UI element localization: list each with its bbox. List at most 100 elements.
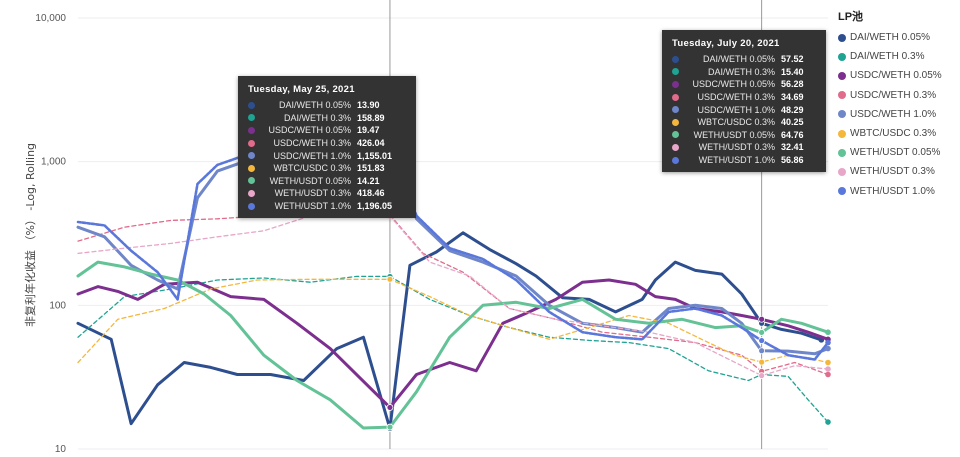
legend-item[interactable]: WETH/USDT 1.0% [838,182,958,201]
legend-item[interactable]: DAI/WETH 0.3% [838,47,958,66]
tooltip-row: WBTC/USDC 0.3% 40.25 [672,116,816,129]
series-line [76,151,830,356]
y-tick-label: 10,000 [35,13,66,24]
tooltip-row: WETH/USDT 0.3% 32.41 [672,141,816,154]
legend-label: WBTC/USDC 0.3% [850,128,937,140]
tooltip-swatch [248,164,255,172]
series-point [386,404,394,411]
tooltip-row: WETH/USDT 0.05% 14.21 [248,175,406,188]
legend-swatch [838,52,846,61]
tooltip-value: 40.25 [781,117,804,128]
tooltip-row: USDC/WETH 1.0% 48.29 [672,103,816,116]
series-line [76,149,830,361]
legend-label: USDC/WETH 1.0% [850,108,937,120]
tooltip-date: Tuesday, May 25, 2021 [248,84,355,95]
legend-item[interactable]: WBTC/USDC 0.3% [838,124,958,143]
legend-swatch [838,71,846,80]
tooltip-value: 64.76 [781,129,804,140]
legend-item[interactable]: DAI/WETH 0.05% [838,28,958,47]
tooltip-row: DAI/WETH 0.05% 57.52 [672,53,816,66]
series-line [77,278,829,364]
tooltip-label: WETH/USDT 0.3% [274,188,351,199]
tooltip-swatch [672,118,679,126]
tooltip-row: DAI/WETH 0.05% 13.90 [248,99,406,112]
legend-swatch [838,129,846,138]
tooltip-swatch [248,126,255,134]
tooltip-date: Tuesday, July 20, 2021 [672,38,780,49]
tooltip-row: USDC/WETH 1.0% 1,155.01 [248,149,406,162]
tooltip-label: DAI/WETH 0.05% [702,54,775,65]
tooltip-label: WBTC/USDC 0.3% [273,163,351,174]
series-point [825,339,831,346]
tooltip-value: 418.46 [357,188,385,199]
tooltip-label: DAI/WETH 0.3% [707,66,775,77]
tooltip-row: WETH/USDT 1.0% 1,196.05 [248,200,406,213]
tooltip-swatch [672,143,679,151]
tooltip-value: 34.69 [781,92,804,103]
tooltip-swatch [672,156,679,164]
legend-item[interactable]: WETH/USDT 0.05% [838,143,958,162]
tooltip-value: 1,155.01 [357,150,393,161]
tooltip-label: USDC/WETH 0.05% [268,125,351,136]
series-point [825,359,831,366]
series-point [758,315,766,323]
legend-label: DAI/WETH 0.3% [850,51,925,63]
legend-item[interactable]: WETH/USDT 0.3% [838,162,958,181]
series-point [758,372,766,380]
tooltip-label: WBTC/USDC 0.3% [697,117,775,128]
tooltip-row: WETH/USDT 0.05% 64.76 [672,129,816,142]
legend-swatch [838,91,846,100]
legend-swatch [838,167,846,176]
legend-item[interactable]: USDC/WETH 0.05% [838,66,958,85]
tooltip-row: USDC/WETH 0.3% 34.69 [672,91,816,104]
legend-label: WETH/USDT 1.0% [850,185,935,197]
legend-title: LP池 [838,11,864,23]
tooltip-value: 32.41 [781,142,804,153]
tooltip-label: DAI/WETH 0.3% [283,112,351,123]
tooltip-row: WETH/USDT 1.0% 56.86 [672,154,816,167]
legend-label: WETH/USDT 0.05% [850,147,941,159]
series-line [76,260,830,430]
legend-swatch [838,148,846,157]
tooltip-row: USDC/WETH 0.05% 56.28 [672,78,816,91]
legend-label: WETH/USDT 0.3% [850,166,935,178]
legend-label: USDC/WETH 0.05% [850,70,942,82]
tooltip-value: 56.86 [781,155,804,166]
legend: LP池 DAI/WETH 0.05% DAI/WETH 0.3% USDC/WETH… [838,8,958,201]
legend-label: DAI/WETH 0.05% [850,32,931,44]
series-line [76,278,830,409]
legend-label: USDC/WETH 0.3% [850,89,937,101]
legend-item[interactable]: USDC/WETH 0.3% [838,86,958,105]
tooltip-value: 19.47 [357,125,380,136]
tooltip-value: 14.21 [357,175,380,186]
series-point [825,371,831,378]
series-point [825,419,831,425]
tooltip-label: USDC/WETH 1.0% [273,150,351,161]
tooltip-swatch [672,80,679,88]
tooltip-swatch [248,114,255,122]
legend-swatch [838,187,846,196]
tooltip-label: USDC/WETH 0.05% [692,79,775,90]
series-lines [76,147,831,432]
legend-item[interactable]: USDC/WETH 1.0% [838,105,958,124]
tooltip-label: WETH/USDT 0.05% [269,175,351,186]
series-point [758,358,766,366]
tooltip-swatch [672,131,679,139]
tooltip-label: WETH/USDT 1.0% [698,155,775,166]
tooltip-label: WETH/USDT 0.3% [698,142,775,153]
tooltip-value: 57.52 [781,54,804,65]
y-tick-label: 10 [55,444,67,455]
y-axis-label: 非复利年化收益 （%） -Log, Rolling [23,143,37,327]
series-line [76,231,823,430]
series-line [77,215,829,377]
tooltip-label: USDC/WETH 1.0% [697,104,775,115]
tooltip-swatch [248,177,255,185]
series-point [825,345,831,352]
tooltip-swatch [248,139,255,147]
tooltip-swatch [248,189,255,197]
series-point [386,275,394,283]
series-point [758,337,766,344]
tooltip-value: 56.28 [781,79,804,90]
series-point [758,329,766,336]
